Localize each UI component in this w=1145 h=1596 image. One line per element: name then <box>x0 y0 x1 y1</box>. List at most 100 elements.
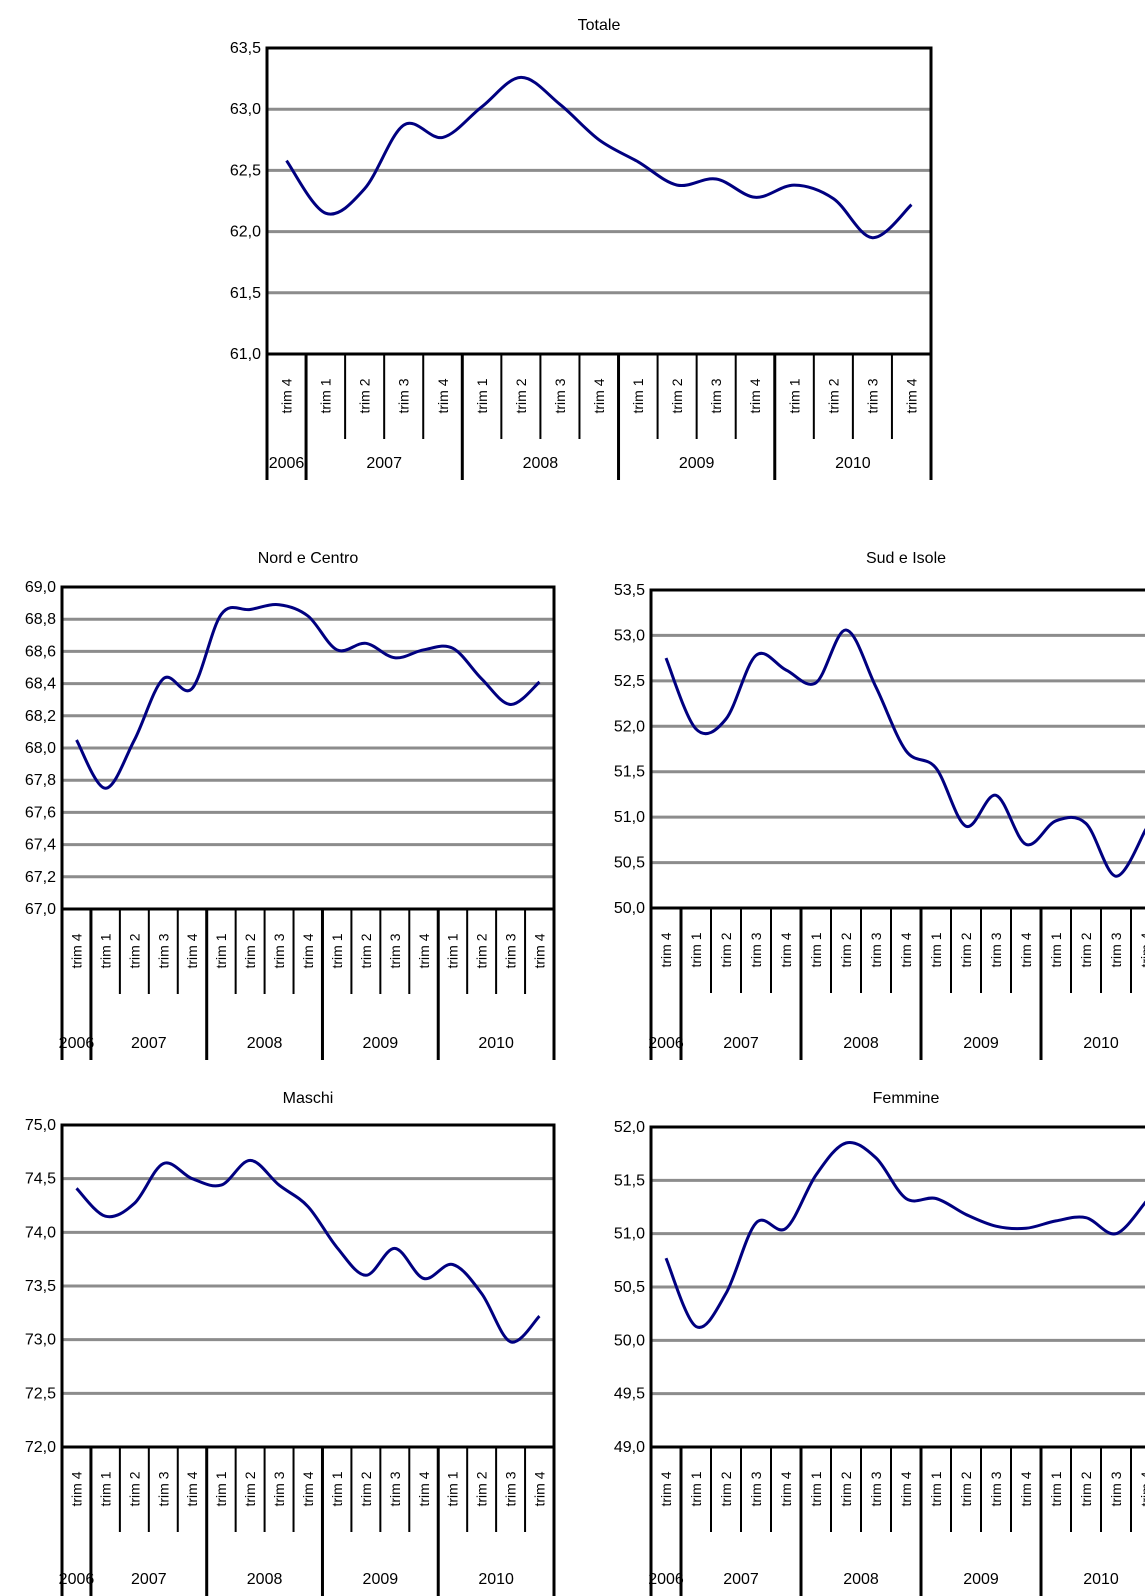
x-tick-label: trim 2 <box>474 933 490 968</box>
x-tick-label: trim 2 <box>474 1471 490 1506</box>
x-tick-label: trim 2 <box>718 932 734 967</box>
y-tick-label: 50,0 <box>614 1332 645 1349</box>
year-label: 2010 <box>478 1035 514 1052</box>
x-tick-label: trim 3 <box>155 933 171 968</box>
year-label: 2009 <box>363 1035 399 1052</box>
year-label: 2010 <box>1083 1035 1119 1052</box>
x-tick-label: trim 2 <box>838 932 854 967</box>
x-tick-label: trim 4 <box>416 1471 432 1506</box>
series-line <box>664 628 1145 878</box>
y-tick-label: 49,5 <box>614 1386 645 1403</box>
y-tick-label: 63,5 <box>230 40 261 57</box>
y-tick-label: 73,5 <box>25 1278 56 1295</box>
y-tick-label: 67,8 <box>25 772 56 789</box>
x-tick-label: trim 2 <box>838 1471 854 1506</box>
x-tick-label: trim 1 <box>329 1471 345 1506</box>
x-tick-label: trim 3 <box>1108 932 1124 967</box>
x-tick-label: trim 1 <box>928 932 944 967</box>
year-label: 2008 <box>247 1571 283 1588</box>
x-tick-label: trim 4 <box>1138 1471 1145 1506</box>
x-tick-label: trim 4 <box>184 1471 200 1506</box>
x-tick-label: trim 4 <box>416 933 432 968</box>
chart-totale: Totale 61,0 61,5 62,0 62,5 63,0 63,5 trim 4 trim… <box>230 17 933 480</box>
x-tick-label: trim 1 <box>213 933 229 968</box>
y-tick-label: 68,4 <box>25 676 56 693</box>
x-tick-label: trim 4 <box>591 378 607 413</box>
y-tick-label: 68,6 <box>25 643 56 660</box>
y-tick-label: 73,0 <box>25 1332 56 1349</box>
y-tick-label: 51,5 <box>614 764 645 781</box>
x-tick-label: trim 2 <box>242 933 258 968</box>
y-tick-label: 52,0 <box>614 1119 645 1136</box>
x-tick-label: trim 3 <box>396 378 412 413</box>
x-tick-label: trim 4 <box>532 933 548 968</box>
x-tick-label: trim 4 <box>898 932 914 967</box>
year-label: 2009 <box>963 1035 999 1052</box>
x-tick-label: trim 3 <box>271 1471 287 1506</box>
y-tick-label: 49,0 <box>614 1439 645 1456</box>
y-tick-label: 51,0 <box>614 809 645 826</box>
x-tick-label: trim 1 <box>1048 932 1064 967</box>
x-tick-label: trim 4 <box>778 932 794 967</box>
x-tick-label: trim 1 <box>445 933 461 968</box>
y-tick-label: 51,5 <box>614 1172 645 1189</box>
x-tick-label: trim 3 <box>1108 1471 1124 1506</box>
x-tick-label: trim 1 <box>97 1471 113 1506</box>
y-tick-label: 67,2 <box>25 869 56 886</box>
x-tick-label: trim 2 <box>513 378 529 413</box>
x-tick-label: trim 1 <box>213 1471 229 1506</box>
x-tick-label: trim 2 <box>1078 932 1094 967</box>
x-tick-label: trim 4 <box>658 1471 674 1506</box>
series-line <box>75 1158 541 1344</box>
x-tick-label: trim 3 <box>503 1471 519 1506</box>
year-label: 2010 <box>1083 1571 1119 1588</box>
x-tick-label: trim 4 <box>1138 932 1145 967</box>
y-tick-label: 53,0 <box>614 627 645 644</box>
series-line <box>75 603 541 790</box>
year-label: 2009 <box>963 1571 999 1588</box>
x-tick-label: trim 2 <box>358 933 374 968</box>
x-tick-label: trim 2 <box>242 1471 258 1506</box>
plot-frame <box>60 1123 556 1449</box>
y-tick-label: 62,0 <box>230 224 261 241</box>
x-tick-label: trim 4 <box>300 933 316 968</box>
x-tick-label: trim 1 <box>688 932 704 967</box>
x-tick-label: trim 1 <box>928 1471 944 1506</box>
x-tick-label: trim 4 <box>435 378 451 413</box>
x-tick-label: trim 4 <box>1018 932 1034 967</box>
year-label: 2006 <box>648 1035 684 1052</box>
y-tick-label: 63,0 <box>230 101 261 118</box>
year-label: 2010 <box>478 1571 514 1588</box>
x-tick-label: trim 2 <box>825 378 841 413</box>
series-line <box>285 75 913 240</box>
y-tick-label: 72,0 <box>25 1439 56 1456</box>
x-tick-label: trim 3 <box>864 378 880 413</box>
y-tick-label: 52,5 <box>614 673 645 690</box>
year-label: 2006 <box>269 455 305 472</box>
x-tick-label: trim 2 <box>718 1471 734 1506</box>
x-tick-label: trim 4 <box>898 1471 914 1506</box>
y-tick-label: 67,0 <box>25 901 56 918</box>
x-tick-label: trim 4 <box>658 932 674 967</box>
year-label: 2008 <box>247 1035 283 1052</box>
x-tick-label: trim 2 <box>357 378 373 413</box>
year-label: 2007 <box>131 1571 167 1588</box>
x-tick-label: trim 4 <box>184 933 200 968</box>
year-label: 2007 <box>131 1035 167 1052</box>
x-tick-label: trim 1 <box>1048 1471 1064 1506</box>
x-tick-label: trim 1 <box>688 1471 704 1506</box>
plot-frame <box>649 1125 1145 1449</box>
year-label: 2006 <box>648 1571 684 1588</box>
year-label: 2008 <box>843 1571 879 1588</box>
y-tick-label: 62,5 <box>230 162 261 179</box>
x-tick-label: trim 1 <box>808 932 824 967</box>
x-tick-label: trim 4 <box>903 378 919 413</box>
chart-title: Nord e Centro <box>258 550 359 567</box>
y-tick-label: 68,0 <box>25 740 56 757</box>
x-tick-label: trim 4 <box>747 378 763 413</box>
plot-frame <box>60 585 556 911</box>
year-label: 2010 <box>835 455 871 472</box>
x-tick-label: trim 4 <box>279 378 295 413</box>
chart-title: Maschi <box>283 1090 334 1107</box>
y-tick-label: 68,8 <box>25 611 56 628</box>
